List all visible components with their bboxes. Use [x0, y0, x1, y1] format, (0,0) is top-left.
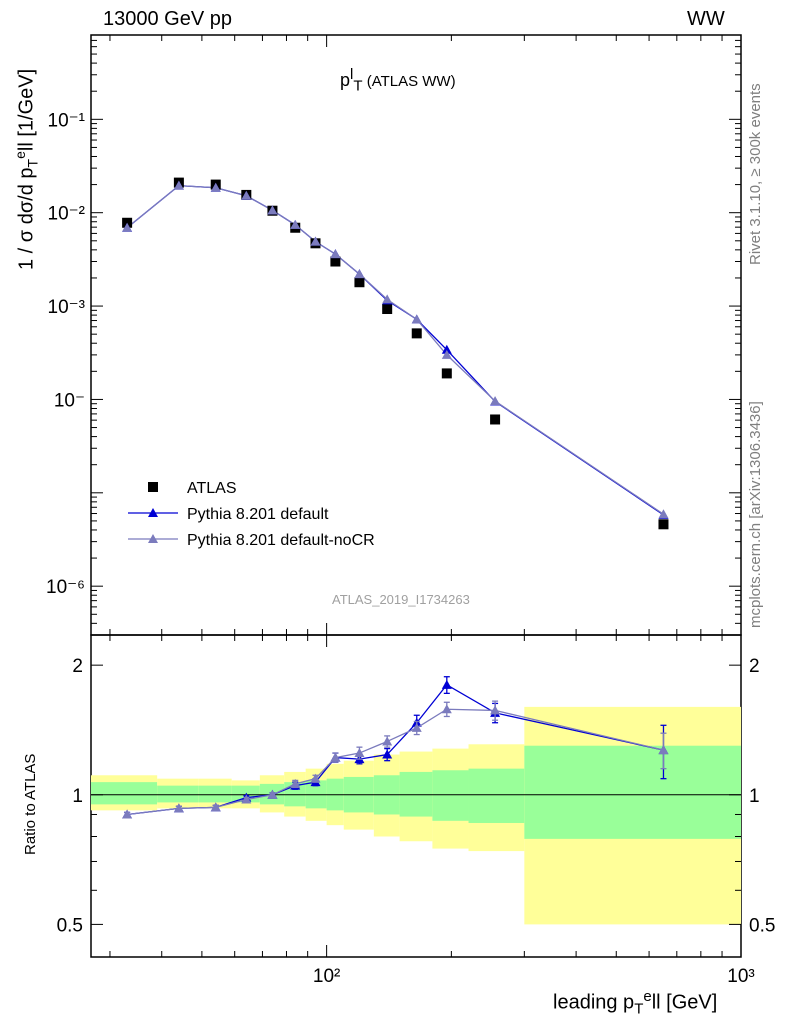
y-label-main-sup: e [12, 151, 28, 159]
plot-title-suffix: (ATLAS WW) [362, 73, 456, 90]
x-tick-label: 10² [313, 966, 340, 987]
marker-pythia-nocr [658, 509, 669, 519]
plot-title-sup: l [350, 66, 354, 83]
legend-label-2: Pythia 8.201 default-noCR [187, 532, 375, 549]
y-label-main-sub: T [24, 158, 41, 168]
mcplots-reference: mcplots.cern.ch [arXiv:1306.3436] [747, 401, 764, 628]
y-tick-label-ratio-left: 0.5 [57, 915, 83, 936]
ratio-marker-pythia-nocr [122, 809, 133, 819]
marker-pythia-nocr [441, 349, 452, 359]
inner-band-0 [91, 782, 158, 805]
atlas-data-point [330, 256, 341, 267]
atlas-data-point [441, 368, 452, 379]
y-tick-label-ratio-left: 2 [72, 656, 83, 677]
ratio-axis-ticks [91, 635, 742, 957]
atlas-data-point [490, 414, 501, 425]
y-tick-label-main: 10⁻¹ [48, 110, 86, 131]
header-right: WW [687, 8, 725, 30]
marker-pythia-nocr [122, 222, 133, 232]
legend-label-1: Pythia 8.201 default [187, 506, 329, 523]
y-tick-label-main: 10⁻⁶ [46, 577, 85, 598]
uncertainty-bands [91, 706, 741, 925]
x-axis-label: leading pTell [GeV] [553, 988, 717, 1018]
ratio-marker-pythia-nocr [173, 803, 184, 813]
analysis-watermark: ATLAS_2019_I1734263 [332, 592, 470, 607]
legend-marker-1 [148, 508, 158, 517]
x-label-tail: ll [GeV] [651, 991, 718, 1014]
marker-pythia-nocr [382, 294, 393, 304]
legend-marker-2 [148, 534, 158, 543]
y-tick-label-ratio-right: 1 [749, 786, 760, 807]
ratio-marker-pythia-nocr [354, 748, 365, 758]
legend-marker-atlas [148, 482, 158, 492]
plot-title: plT (ATLAS WW) [340, 66, 456, 95]
y-axis-label-ratio: Ratio to ATLAS [22, 753, 39, 855]
inner-band-12 [468, 768, 525, 823]
main-line-pythia-nocr [126, 184, 664, 515]
ratio-marker-pythia-nocr [210, 802, 221, 812]
main-axis-ticks [91, 34, 741, 636]
ratio-marker-pythia-nocr [441, 704, 452, 714]
ratio-marker-pythia-nocr [658, 745, 669, 755]
y-tick-label-ratio-right: 0.5 [749, 915, 775, 936]
y-axis-label-main: 1 / σ dσ/d pTell [1/GeV] [12, 69, 41, 270]
ratio-marker-pythia-nocr [267, 789, 278, 799]
main-series-layer [122, 177, 669, 530]
inner-band-1 [157, 785, 199, 803]
header-left: 13000 GeV pp [103, 8, 232, 30]
x-label-sub: T [634, 1000, 644, 1018]
ratio-marker-pythia-nocr [310, 773, 321, 783]
legend-label-0: ATLAS [187, 480, 237, 497]
ratio-marker-pythia-default [441, 679, 452, 689]
y-label-main-text: 1 / σ dσ/d p [15, 167, 38, 270]
ratio-marker-pythia-default [382, 749, 393, 759]
y-tick-label-ratio-left: 1 [72, 786, 83, 807]
marker-pythia-nocr [267, 205, 278, 215]
marker-pythia-nocr [290, 219, 301, 229]
ratio-marker-pythia-nocr [290, 778, 301, 788]
y-tick-label-ratio-right: 2 [749, 656, 760, 677]
atlas-data-point [354, 277, 365, 288]
plot-title-main: p [340, 70, 351, 90]
ratio-marker-pythia-nocr [382, 736, 393, 746]
main-line-pythia-default [126, 184, 664, 516]
marker-pythia-nocr [354, 269, 365, 279]
ratio-marker-pythia-nocr [411, 722, 422, 732]
plot-title-sub: T [353, 77, 363, 95]
inner-band-10 [399, 771, 433, 817]
marker-pythia-nocr [210, 182, 221, 192]
atlas-data-point [382, 304, 393, 315]
ratio-marker-pythia-nocr [241, 794, 252, 804]
inner-band-13 [524, 745, 741, 839]
marker-pythia-nocr [241, 190, 252, 200]
marker-pythia-nocr [490, 396, 501, 406]
marker-pythia-nocr [330, 249, 341, 259]
atlas-data-point [658, 519, 669, 530]
y-tick-label-main: 10⁻ [54, 390, 85, 411]
x-label-sup: e [643, 988, 652, 1005]
ratio-line-pythia-nocr [127, 708, 664, 816]
marker-pythia-default [441, 344, 452, 354]
inner-band-2 [198, 785, 232, 803]
y-label-main-tail: ll [1/GeV] [15, 68, 38, 152]
marker-pythia-nocr [411, 314, 422, 324]
marker-pythia-nocr [173, 180, 184, 190]
y-tick-label-main: 10⁻² [48, 204, 86, 225]
ratio-marker-pythia-nocr [490, 705, 501, 715]
ratio-series-layer [122, 676, 669, 819]
y-tick-label-main: 10⁻³ [48, 297, 86, 318]
tick-labels: 10⁻¹ 10⁻² 10⁻³ 10⁻ 10⁻⁶ 0.5 0.5 1 1 2 2 10² 10³ [46, 110, 775, 987]
atlas-data-point [411, 328, 422, 339]
ratio-marker-pythia-nocr [330, 752, 341, 762]
x-tick-label: 10³ [727, 966, 754, 987]
x-label-text: leading p [553, 991, 635, 1014]
legend: ATLAS Pythia 8.201 default Pythia 8.201 de… [128, 480, 375, 549]
marker-pythia-nocr [310, 236, 321, 246]
inner-band-11 [432, 770, 469, 821]
rivet-version: Rivet 3.1.10, ≥ 300k events [747, 83, 764, 265]
